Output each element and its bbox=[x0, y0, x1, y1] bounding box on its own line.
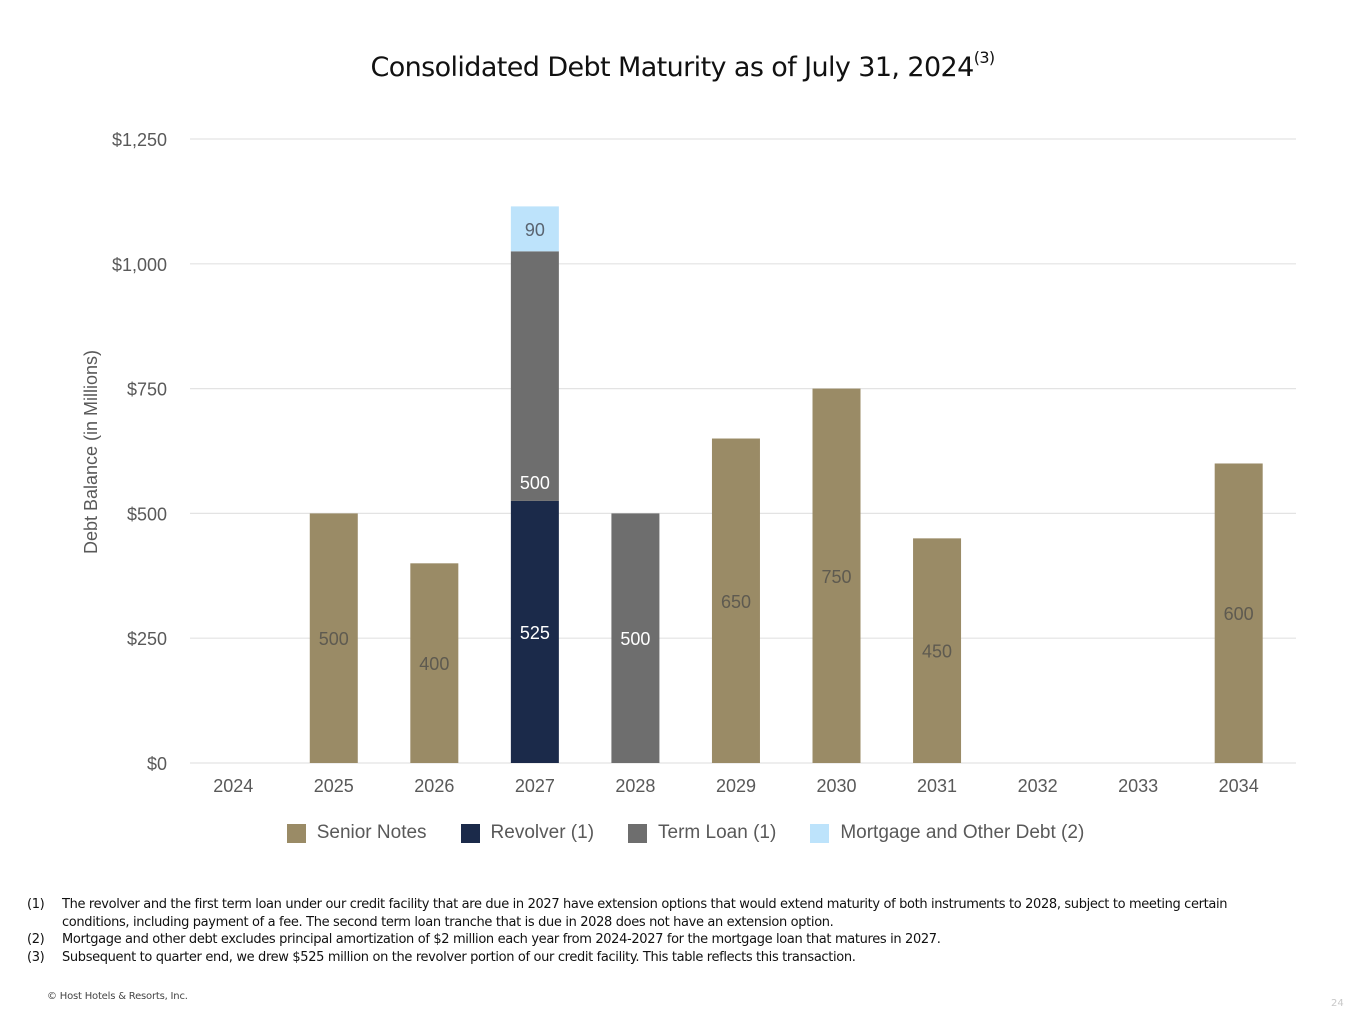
bar-value-label: 500 bbox=[520, 473, 550, 493]
bar-senior-notes-2026 bbox=[410, 563, 459, 763]
bars bbox=[309, 206, 1263, 763]
footnote-text: Mortgage and other debt excludes princip… bbox=[62, 932, 941, 948]
bar-value-label: 650 bbox=[721, 592, 751, 612]
debt-maturity-chart: $0 $250 $500 $750 $1,000 $1,250 Debt Balance … bbox=[81, 130, 1296, 796]
bar-senior-notes-2029 bbox=[711, 438, 760, 763]
legend-label: Term Loan (1) bbox=[658, 822, 777, 843]
x-tick-label: 2032 bbox=[1018, 776, 1058, 796]
x-axis-ticks: 2024 2025 2026 2027 2028 2029 2030 2031 2032 2033… bbox=[213, 776, 1259, 796]
bar-senior-notes-2030 bbox=[812, 388, 861, 763]
footnote-text: Subsequent to quarter end, we drew $525 … bbox=[62, 949, 856, 965]
bar-revolver-1-2027 bbox=[510, 500, 559, 763]
x-tick-label: 2027 bbox=[515, 776, 555, 796]
legend-item: Term Loan (1) bbox=[628, 822, 776, 844]
chart-legend: Senior Notes Revolver (1) Term Loan (1) Mor… bbox=[0, 822, 1365, 844]
footnote-number: (1) bbox=[27, 897, 45, 912]
y-tick-label: $500 bbox=[127, 504, 167, 524]
legend-item: Mortgage and Other Debt (2) bbox=[810, 822, 1084, 844]
legend-item: Revolver (1) bbox=[460, 822, 595, 844]
legend-swatch bbox=[628, 823, 648, 843]
footnote-text: The revolver and the first term loan und… bbox=[62, 897, 1228, 930]
y-tick-label: $750 bbox=[127, 380, 167, 400]
copyright: © Host Hotels & Resorts, Inc. bbox=[47, 991, 188, 1002]
bar-value-label: 750 bbox=[821, 567, 851, 587]
x-tick-label: 2034 bbox=[1219, 776, 1259, 796]
title-footnote-ref: (3) bbox=[973, 48, 995, 67]
bar-senior-notes-2031 bbox=[913, 538, 962, 763]
legend-label: Revolver (1) bbox=[490, 822, 595, 843]
x-tick-label: 2033 bbox=[1118, 776, 1158, 796]
bar-value-label: 525 bbox=[520, 623, 550, 643]
x-tick-label: 2029 bbox=[716, 776, 756, 796]
bar-value-label: 90 bbox=[525, 220, 545, 240]
footnotes: (1) The revolver and the first term loan … bbox=[27, 896, 1267, 966]
bar-senior-notes-2025 bbox=[309, 513, 358, 763]
footnote: (2) Mortgage and other debt excludes prin… bbox=[27, 931, 1267, 949]
x-tick-label: 2030 bbox=[816, 776, 856, 796]
y-tick-label: $250 bbox=[127, 629, 167, 649]
x-tick-label: 2028 bbox=[615, 776, 655, 796]
footnote: (1) The revolver and the first term loan … bbox=[27, 896, 1267, 931]
x-tick-label: 2025 bbox=[314, 776, 354, 796]
bar-labels: 500 400 525 500 90 500 650 750 450 600 bbox=[319, 220, 1254, 674]
y-tick-label: $1,000 bbox=[112, 255, 167, 275]
chart-title-text: Consolidated Debt Maturity as of July 31… bbox=[370, 52, 974, 83]
legend-label: Senior Notes bbox=[316, 822, 427, 843]
x-tick-label: 2026 bbox=[414, 776, 454, 796]
legend-swatch bbox=[286, 823, 306, 843]
footnote-number: (2) bbox=[27, 932, 45, 948]
footnote-number: (3) bbox=[27, 949, 45, 965]
footnote: (3) Subsequent to quarter end, we drew $5… bbox=[27, 949, 1267, 967]
bar-value-label: 400 bbox=[419, 654, 449, 674]
bar-value-label: 600 bbox=[1224, 604, 1254, 624]
bar-value-label: 500 bbox=[620, 629, 650, 649]
legend-swatch bbox=[810, 823, 830, 843]
bar-term-loan-1-2028 bbox=[611, 513, 660, 763]
bar-term-loan-1-2027 bbox=[510, 251, 559, 501]
chart-title: Consolidated Debt Maturity as of July 31… bbox=[0, 48, 1365, 83]
legend-swatch bbox=[460, 823, 480, 843]
x-tick-label: 2031 bbox=[917, 776, 957, 796]
y-tick-label: $0 bbox=[147, 754, 167, 774]
bar-value-label: 500 bbox=[319, 629, 349, 649]
page-number: 24 bbox=[1331, 998, 1344, 1009]
legend-label: Mortgage and Other Debt (2) bbox=[840, 822, 1085, 843]
bar-senior-notes-2034 bbox=[1214, 463, 1263, 763]
x-tick-label: 2024 bbox=[213, 776, 253, 796]
bar-mortgage-and-other-debt-2-2027 bbox=[510, 206, 559, 252]
bar-value-label: 450 bbox=[922, 642, 952, 662]
y-axis-ticks: $0 $250 $500 $750 $1,000 $1,250 bbox=[112, 130, 167, 774]
y-tick-label: $1,250 bbox=[112, 130, 167, 150]
legend-item: Senior Notes bbox=[286, 822, 427, 844]
y-axis-title: Debt Balance (in Millions) bbox=[81, 350, 101, 554]
